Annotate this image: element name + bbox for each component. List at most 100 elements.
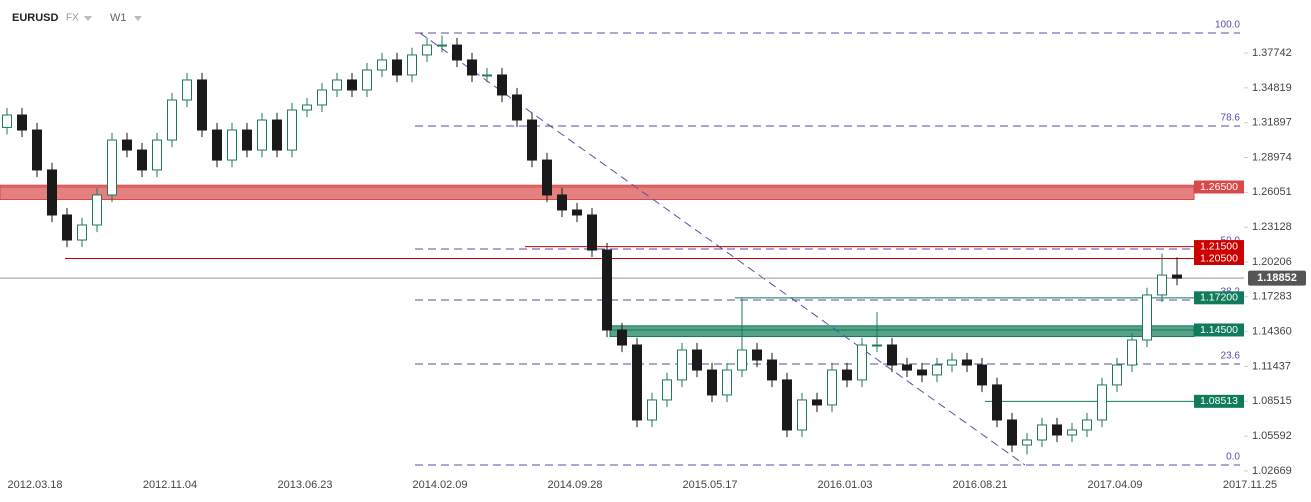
y-tick-label: 1.37742	[1252, 47, 1292, 59]
candle-body	[167, 99, 177, 141]
candle-body	[797, 399, 807, 431]
candle-body	[362, 69, 372, 91]
dropdown-arrow[interactable]	[134, 16, 142, 21]
candle-body	[137, 149, 147, 171]
symbol[interactable]: EURUSD	[12, 12, 59, 24]
y-tick-label: 1.17283	[1252, 291, 1292, 303]
candle-body	[887, 344, 897, 366]
level-label: 1.21500	[1200, 240, 1238, 252]
candle-body	[347, 79, 357, 91]
candle-body	[812, 399, 822, 406]
level-label-box	[1194, 251, 1244, 265]
current-price-label: 1.18852	[1257, 272, 1297, 284]
zone	[609, 325, 1195, 338]
market[interactable]: FX	[66, 13, 79, 24]
candle-body	[257, 119, 267, 151]
candle-body	[497, 74, 507, 96]
level-label: 1.20500	[1200, 252, 1238, 264]
candle-body	[1172, 274, 1182, 279]
candle-body	[32, 129, 42, 171]
x-tick-label: 2012.11.04	[143, 479, 197, 491]
x-tick-label: 2014.02.09	[412, 479, 467, 491]
candle-body	[647, 399, 657, 421]
candle-body	[107, 139, 117, 196]
candle-body	[467, 59, 477, 76]
candle-body	[842, 369, 852, 381]
candle-body	[1067, 429, 1077, 436]
candle-body	[92, 194, 102, 226]
candle-body	[1097, 384, 1107, 421]
candle-body	[662, 379, 672, 401]
level-label: 1.26500	[1200, 181, 1238, 193]
candle-body	[542, 159, 552, 196]
candle-body	[767, 359, 777, 381]
fib-label: 78.6	[1221, 113, 1241, 124]
y-tick-label: 1.31897	[1252, 117, 1292, 129]
y-tick-label: 1.20206	[1252, 256, 1292, 268]
candle-body	[992, 384, 1002, 421]
candle-body	[1007, 419, 1017, 446]
candle-body	[752, 349, 762, 361]
candle-body	[902, 364, 912, 371]
candle-body	[482, 74, 492, 77]
candle-body	[242, 129, 252, 151]
fib-label: 0.0	[1226, 452, 1240, 463]
candle-body	[227, 129, 237, 161]
level-label-box	[1194, 323, 1244, 337]
candle-body	[1082, 419, 1092, 431]
candle-body	[197, 79, 207, 131]
candle-body	[932, 364, 942, 376]
candle-body	[1112, 364, 1122, 386]
candle-body	[182, 79, 192, 101]
candle-body	[527, 119, 537, 161]
x-tick-label: 2015.05.17	[682, 479, 737, 491]
candle-body	[287, 109, 297, 151]
candle-body	[392, 59, 402, 76]
candle-body	[272, 119, 282, 151]
candle-body	[437, 44, 447, 47]
candle-body	[422, 44, 432, 56]
candle-body	[602, 249, 612, 331]
candle-body	[692, 349, 702, 371]
x-tick-label: 2017.11.25	[1223, 479, 1277, 491]
candle-body	[332, 79, 342, 91]
candle-body	[917, 369, 927, 376]
timeframe[interactable]: W1	[110, 12, 127, 24]
current-price-box	[1248, 270, 1306, 286]
candle-body	[47, 169, 57, 216]
x-tick-label: 2016.08.21	[952, 479, 1007, 491]
candle-body	[1157, 274, 1167, 296]
candle-body	[317, 89, 327, 106]
y-tick-label: 1.11437	[1252, 360, 1291, 372]
candle-body	[2, 114, 12, 128]
candle-body	[827, 369, 837, 406]
level-label: 1.08513	[1200, 395, 1238, 407]
candle-body	[1052, 424, 1062, 436]
candle-body	[122, 139, 132, 151]
dropdown-arrow[interactable]	[84, 16, 92, 21]
candle-body	[377, 59, 387, 71]
candle-body	[212, 129, 222, 161]
y-tick-label: 1.34819	[1252, 82, 1292, 94]
candle-body	[977, 364, 987, 386]
candle-body	[857, 344, 867, 381]
candle-body	[722, 369, 732, 396]
y-tick-label: 1.28974	[1252, 151, 1292, 163]
level-label: 1.14500	[1200, 324, 1238, 336]
level-label: 1.17200	[1200, 292, 1238, 304]
candle-body	[962, 359, 972, 366]
candle-body	[1037, 424, 1047, 441]
candle-body	[62, 214, 72, 241]
x-tick-label: 2013.06.23	[277, 479, 332, 491]
candle-body	[152, 139, 162, 171]
x-tick-label: 2012.03.18	[7, 479, 62, 491]
candle-body	[77, 224, 87, 241]
candle-body	[1142, 294, 1152, 341]
candle-body	[587, 214, 597, 251]
candle-body	[617, 329, 627, 346]
y-tick-label: 1.02669	[1252, 465, 1292, 477]
x-tick-label: 2014.09.28	[547, 479, 602, 491]
candle-body	[572, 209, 582, 216]
candle-body	[737, 349, 747, 371]
